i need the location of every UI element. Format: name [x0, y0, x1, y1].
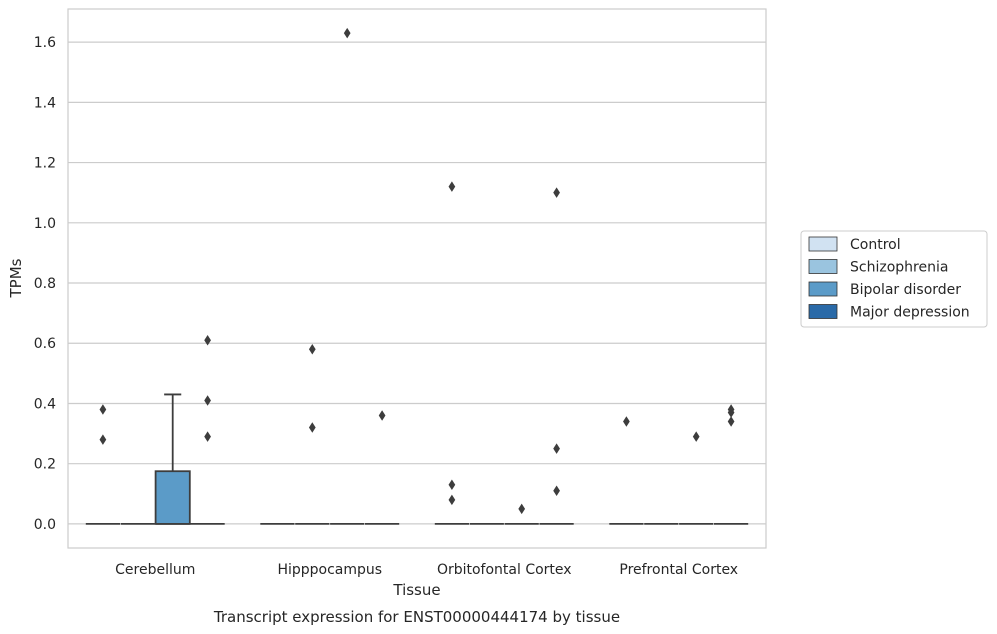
- chart-caption: Transcript expression for ENST0000044417…: [213, 608, 620, 626]
- legend: Control Schizophrenia Bipolar disorder Majo…: [800, 230, 988, 328]
- box-groups: [85, 27, 749, 525]
- box-1-1: [295, 344, 330, 525]
- outlier-point: [378, 410, 386, 421]
- y-tick-label: 0.6: [34, 336, 56, 352]
- box-3-2: [679, 431, 714, 525]
- legend-frame: [800, 230, 988, 328]
- legend-swatch: [808, 304, 838, 319]
- box-2-3: [539, 187, 574, 525]
- outlier-point: [204, 431, 211, 442]
- outlier-point: [308, 422, 316, 433]
- legend-label: Schizophrenia: [850, 260, 948, 276]
- legend-swatch: [808, 236, 838, 252]
- legend-label: Control: [850, 237, 901, 253]
- y-tick-label: 0.8: [34, 276, 56, 292]
- outlier-point: [448, 494, 456, 506]
- outlier-point: [448, 181, 456, 192]
- box-2-0: [434, 181, 470, 525]
- box-body: [154, 470, 191, 525]
- outlier-point: [727, 404, 735, 415]
- box-1-2: [330, 27, 365, 525]
- box-2-2: [504, 503, 539, 525]
- outlier-point: [204, 395, 211, 406]
- outlier-point: [518, 503, 526, 515]
- box-0-3: [190, 334, 225, 525]
- x-tick-label: Hipppocampus: [277, 562, 382, 578]
- outlier-point: [448, 479, 456, 491]
- outlier-point: [553, 485, 560, 497]
- legend-items: Control Schizophrenia Bipolar disorder Majo…: [808, 236, 970, 321]
- outlier-point: [99, 434, 107, 445]
- box-3-0: [609, 416, 644, 525]
- box-0-0: [85, 404, 121, 525]
- y-tick-label: 1.4: [34, 95, 56, 111]
- y-tick-label: 1.2: [34, 156, 56, 172]
- box-1-3: [364, 410, 400, 525]
- plot-frame: [67, 8, 767, 549]
- outlier-point: [308, 344, 316, 355]
- x-axis-label: Tissue: [392, 581, 440, 599]
- outlier-point: [623, 416, 630, 427]
- y-tick-labels: 0.0 0.2 0.4 0.6 0.8 1.0 1.2 1.4 1.6: [34, 35, 56, 533]
- box-3-3: [713, 404, 749, 525]
- outlier-point: [204, 334, 211, 346]
- outlier-point: [727, 416, 735, 427]
- x-tick-label: Prefrontal Cortex: [619, 562, 738, 578]
- y-gridlines: [68, 41, 766, 525]
- y-tick-label: 0.2: [34, 457, 56, 473]
- legend-label: Major depression: [850, 305, 970, 321]
- y-tick-label: 0.4: [34, 396, 56, 412]
- outlier-point: [553, 187, 560, 198]
- outlier-point: [553, 443, 560, 454]
- y-tick-label: 1.0: [34, 216, 56, 232]
- x-tick-label: Orbitofontal Cortex: [437, 562, 572, 578]
- x-tick-labels: Cerebellum Hipppocampus Orbitofontal Corte…: [115, 562, 738, 578]
- legend-label: Bipolar disorder: [850, 282, 961, 298]
- y-tick-label: 1.6: [34, 35, 56, 51]
- outlier-point: [343, 27, 351, 39]
- box-0-2: [154, 393, 191, 525]
- outlier-point: [99, 404, 107, 415]
- legend-swatch: [808, 259, 838, 274]
- y-tick-label: 0.0: [34, 517, 56, 533]
- outlier-point: [692, 431, 700, 442]
- y-axis-label: TPMs: [7, 258, 25, 298]
- legend-swatch: [808, 281, 838, 297]
- x-tick-label: Cerebellum: [115, 562, 195, 578]
